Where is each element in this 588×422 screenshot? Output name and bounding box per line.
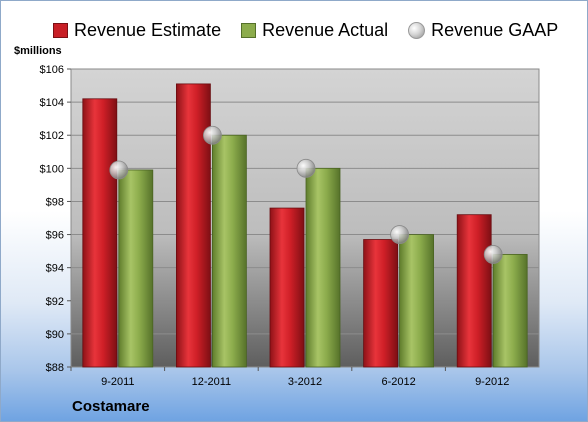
legend-swatch-gaap bbox=[408, 21, 426, 39]
y-axis-ticks: $88 $90 $92 $94 $96 $98 $100 $102 $104 $106 bbox=[40, 64, 71, 374]
legend-label-actual: Revenue Actual bbox=[262, 19, 389, 40]
bar-revenue-estimate bbox=[269, 207, 305, 368]
y-tick-label: $100 bbox=[40, 163, 64, 175]
bar-revenue-actual bbox=[211, 134, 247, 368]
x-tick-label: 9-2012 bbox=[475, 376, 509, 388]
marker-revenue-gaap bbox=[296, 158, 316, 178]
legend-item-gaap: Revenue GAAP bbox=[408, 20, 558, 41]
y-tick-label: $92 bbox=[46, 296, 64, 308]
y-tick-label: $104 bbox=[40, 97, 64, 109]
marker-revenue-gaap bbox=[390, 225, 410, 244]
marker-revenue-gaap bbox=[483, 245, 503, 264]
y-tick-label: $90 bbox=[46, 329, 64, 341]
y-tick-label: $94 bbox=[46, 263, 64, 275]
bar-revenue-actual bbox=[492, 254, 528, 368]
legend-label-estimate: Revenue Estimate bbox=[74, 19, 222, 40]
bar-revenue-estimate bbox=[363, 239, 399, 368]
y-tick-label: $102 bbox=[40, 130, 64, 142]
marker-revenue-gaap bbox=[109, 160, 129, 180]
bars bbox=[82, 83, 528, 368]
x-tick-label: 9-2011 bbox=[101, 376, 134, 388]
legend-swatch-actual bbox=[241, 22, 257, 38]
gaap-markers bbox=[109, 125, 503, 264]
x-tick-label: 3-2012 bbox=[288, 376, 322, 388]
legend-swatch-estimate bbox=[53, 22, 68, 38]
x-tick-label: 6-2012 bbox=[381, 376, 415, 388]
bar-revenue-estimate bbox=[175, 83, 211, 368]
y-tick-label: $106 bbox=[40, 64, 64, 76]
legend: Revenue Estimate Revenue Actual Revenue … bbox=[53, 17, 558, 43]
bar-revenue-actual bbox=[305, 167, 341, 368]
legend-item-actual: Revenue Actual bbox=[241, 20, 388, 41]
bar-revenue-actual bbox=[399, 234, 435, 368]
marker-revenue-gaap bbox=[202, 125, 222, 145]
bar-revenue-actual bbox=[118, 169, 154, 368]
x-axis-ticks: 9-2011 12-2011 3-2012 6-2012 9-2012 bbox=[70, 367, 509, 388]
y-tick-label: $96 bbox=[46, 230, 64, 242]
legend-item-estimate: Revenue Estimate bbox=[53, 20, 221, 41]
y-tick-label: $98 bbox=[46, 196, 64, 208]
x-tick-label: 12-2011 bbox=[192, 376, 232, 388]
bar-revenue-estimate bbox=[456, 214, 492, 368]
legend-label-gaap: Revenue GAAP bbox=[431, 19, 559, 40]
bar-revenue-estimate bbox=[82, 98, 118, 368]
y-tick-label: $88 bbox=[46, 362, 64, 374]
y-axis-unit-label: $millions bbox=[14, 45, 62, 57]
company-label: Costamare bbox=[72, 398, 150, 415]
